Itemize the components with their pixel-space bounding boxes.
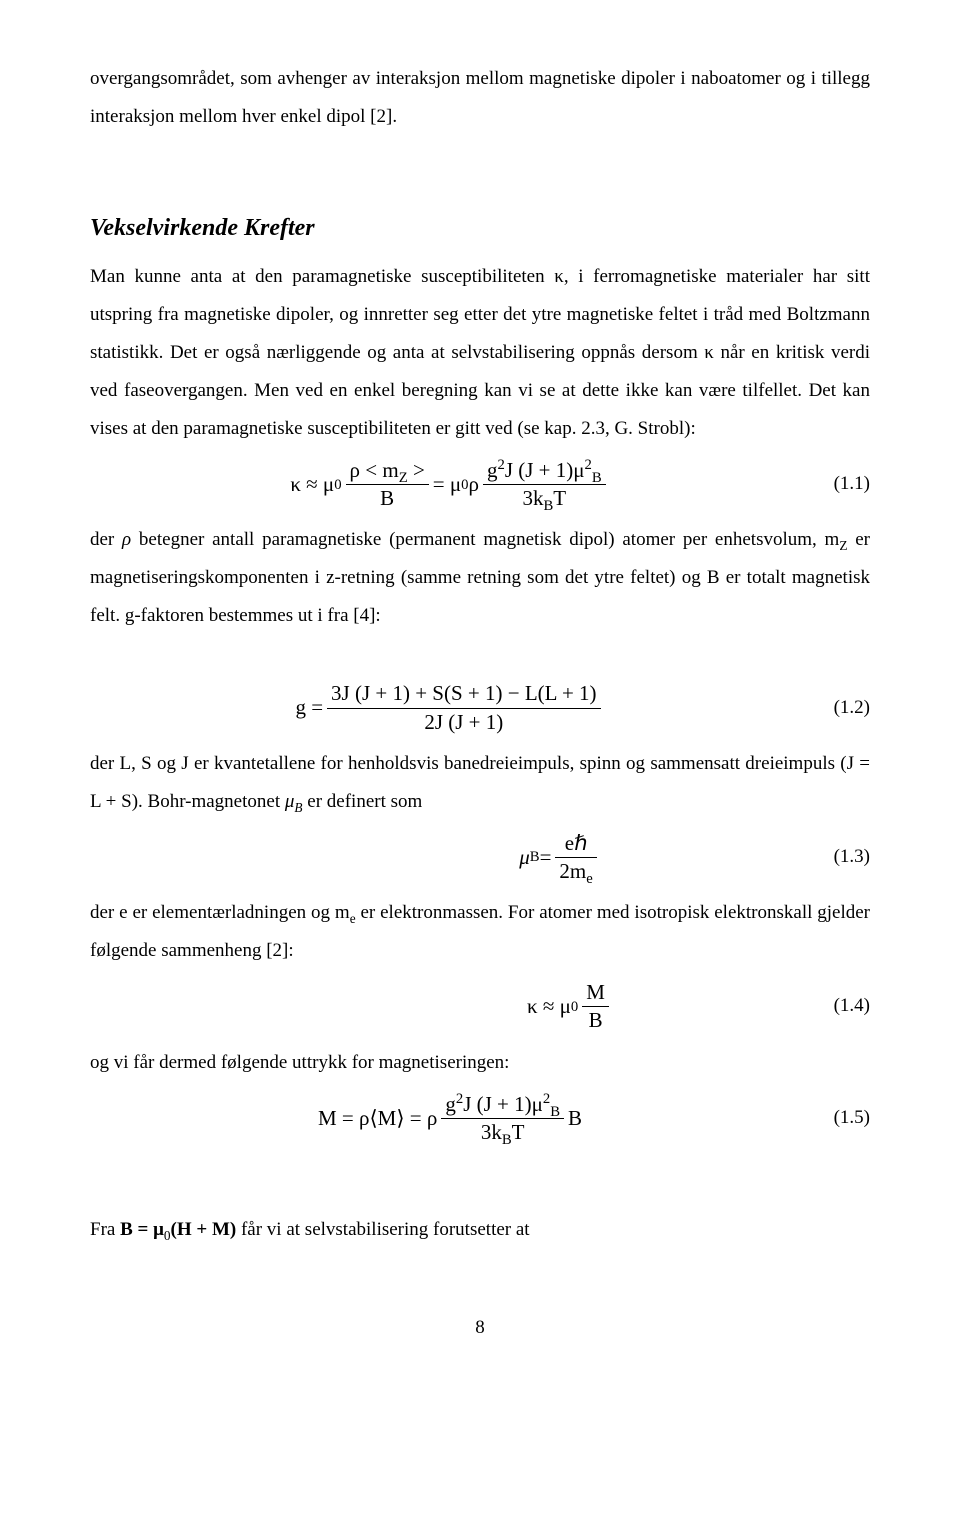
eq-text: g (445, 1092, 456, 1116)
eq-text: eℏ (555, 831, 596, 858)
paragraph-3: der L, S og J er kvantetallene for henho… (90, 745, 870, 821)
eq-sub: 0 (164, 1228, 171, 1243)
eq-sup: 2 (497, 457, 504, 473)
eq-sub: B (544, 498, 554, 514)
eq-text: M = ρ⟨M⟩ = ρ (318, 1106, 437, 1131)
equation-number: (1.1) (810, 473, 870, 496)
equation-1-4: κ ≈ μ0 M B (1.4) (90, 980, 870, 1033)
equation-number: (1.3) (810, 846, 870, 869)
eq-text: g (487, 458, 498, 482)
eq-text: 3k (481, 1120, 502, 1144)
eq-text: κ ≈ μ (290, 472, 334, 497)
eq-text: 2J (J + 1) (327, 709, 601, 735)
eq-text: J (J + 1)μ (463, 1092, 543, 1116)
paragraph-intro: overgangsområdet, som avhenger av intera… (90, 60, 870, 136)
eq-text: B (568, 1106, 582, 1131)
symbol-me: me (335, 902, 356, 923)
text: betegner antall paramagnetiske (permanen… (131, 529, 824, 550)
eq-text: J (J + 1)μ (505, 458, 585, 482)
eq-sub: B (502, 1132, 512, 1148)
equation-number: (1.5) (810, 1107, 870, 1130)
equation-1-2-body: g = 3J (J + 1) + S(S + 1) − L(L + 1) 2J … (90, 681, 810, 734)
section-title: Vekselvirkende Krefter (90, 204, 870, 252)
eq-text: = (540, 845, 552, 870)
eq-text: μ (519, 845, 530, 869)
text: ). Bohr-magnetonet (132, 791, 285, 812)
eq-text: g = (295, 695, 323, 720)
paragraph-1: Man kunne anta at den paramagnetiske sus… (90, 258, 870, 448)
eq-text: 2m (559, 859, 586, 883)
fraction: g2J (J + 1)μ2B 3kBT (483, 458, 606, 511)
fraction: M B (582, 980, 609, 1033)
symbol-B: B = μ (120, 1219, 164, 1240)
eq-text: 3J (J + 1) + S(S + 1) − L(L + 1) (327, 681, 601, 708)
eq-text: ρ < m (350, 458, 399, 482)
eq-sub: B (550, 1104, 560, 1120)
eq-sup: 2 (585, 457, 592, 473)
eq-sub: e (586, 871, 593, 887)
eq-text: ρ (469, 472, 479, 497)
equation-number: (1.4) (810, 995, 870, 1018)
text: der (90, 529, 122, 550)
eq-text: T (512, 1120, 525, 1144)
paragraph-5: og vi får dermed følgende uttrykk for ma… (90, 1044, 870, 1082)
fraction: ρ < mZ > B (346, 458, 429, 511)
eq-sub: B (592, 470, 602, 486)
symbol-HM: (H + M) (171, 1219, 237, 1240)
text: der e er elementærladningen og (90, 902, 335, 923)
text: Fra (90, 1219, 120, 1240)
text: er definert som (303, 791, 423, 812)
eq-text: B (346, 485, 429, 511)
eq-text: > (408, 458, 425, 482)
page-number: 8 (90, 1309, 870, 1347)
symbol-mz: mZ (825, 529, 848, 550)
text: der L, S og J er kvantetallene for henho… (90, 753, 847, 774)
eq-text: = μ (433, 472, 461, 497)
equation-1-5: M = ρ⟨M⟩ = ρ g2J (J + 1)μ2B 3kBT B (1.5) (90, 1092, 870, 1145)
symbol-muB: μB (285, 791, 303, 812)
paragraph-6: Fra B = μ0(H + M) får vi at selvstabilis… (90, 1211, 870, 1249)
eq-sub: Z (399, 470, 408, 486)
equation-1-2: g = 3J (J + 1) + S(S + 1) − L(L + 1) 2J … (90, 681, 870, 734)
eq-text: B (582, 1007, 609, 1033)
equation-1-3-body: μB = eℏ 2me (90, 831, 810, 884)
paragraph-2: der ρ betegner antall paramagnetiske (pe… (90, 521, 870, 635)
fraction: g2J (J + 1)μ2B 3kBT (441, 1092, 564, 1145)
symbol-rho: ρ (122, 529, 131, 550)
equation-1-4-body: κ ≈ μ0 M B (90, 980, 810, 1033)
eq-text: T (553, 486, 566, 510)
fraction: 3J (J + 1) + S(S + 1) − L(L + 1) 2J (J +… (327, 681, 601, 734)
equation-1-3: μB = eℏ 2me (1.3) (90, 831, 870, 884)
fraction: eℏ 2me (555, 831, 596, 884)
eq-text: κ ≈ μ (527, 994, 571, 1019)
eq-text: M (582, 980, 609, 1007)
text: får vi at selvstabilisering forutsetter … (236, 1219, 529, 1240)
equation-1-1: κ ≈ μ0 ρ < mZ > B = μ0ρ g2J (J + 1)μ2B 3… (90, 458, 870, 511)
paragraph-4: der e er elementærladningen og me er ele… (90, 894, 870, 970)
eq-text: 3k (523, 486, 544, 510)
equation-number: (1.2) (810, 697, 870, 720)
equation-1-1-body: κ ≈ μ0 ρ < mZ > B = μ0ρ g2J (J + 1)μ2B 3… (90, 458, 810, 511)
equation-1-5-body: M = ρ⟨M⟩ = ρ g2J (J + 1)μ2B 3kBT B (90, 1092, 810, 1145)
